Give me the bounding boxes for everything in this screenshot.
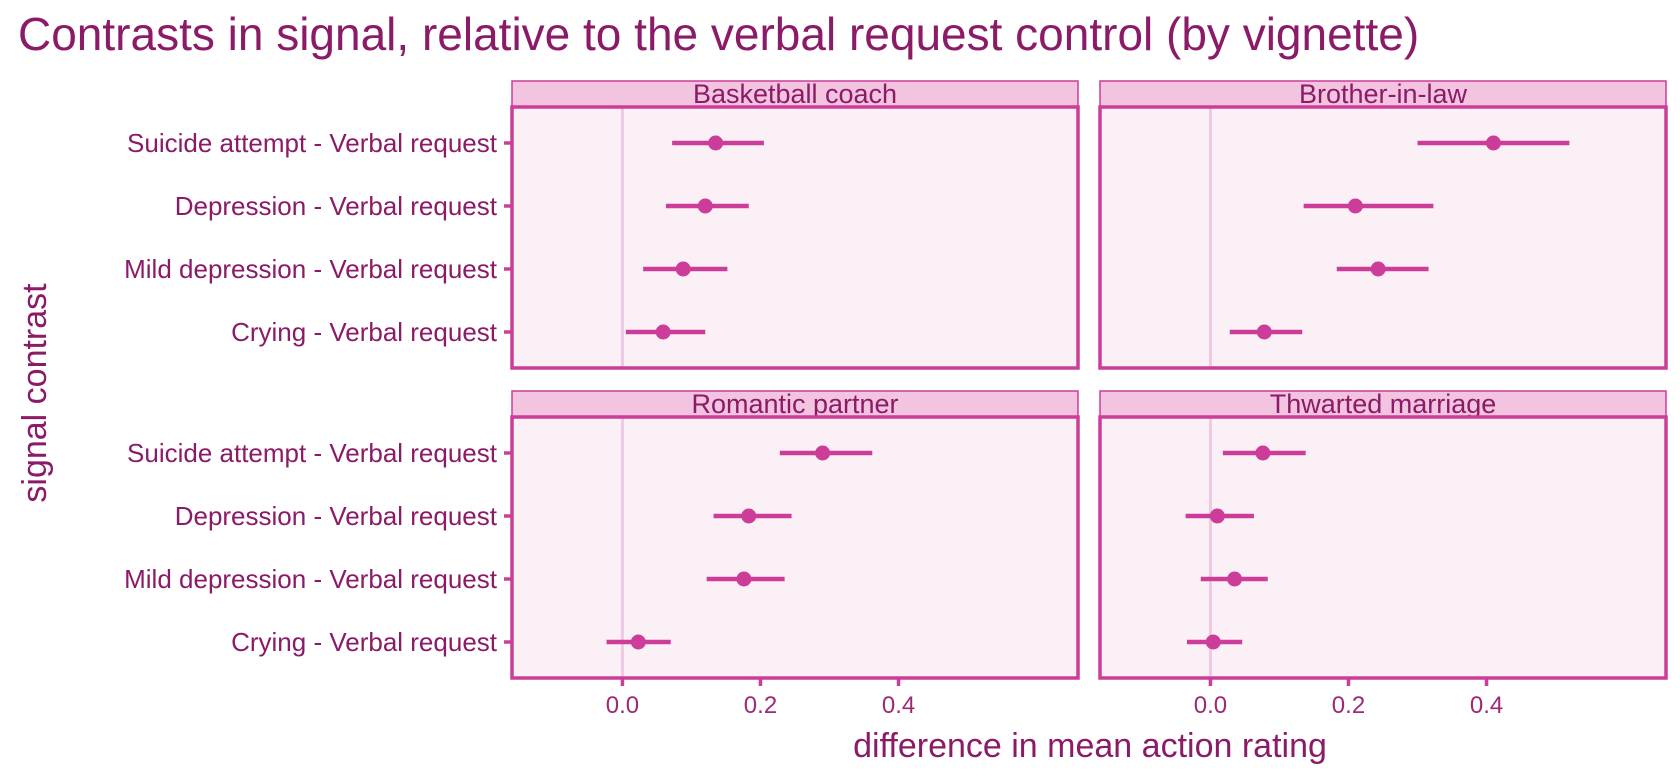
x-tick-label: 0.4 [1470, 692, 1503, 719]
estimate-point [1227, 571, 1243, 587]
estimate-point [1347, 198, 1363, 214]
estimate-point [815, 445, 831, 461]
panel-background [512, 107, 1078, 368]
panel-background [1100, 417, 1666, 678]
x-tick-label: 0.2 [1332, 692, 1365, 719]
category-axes: Suicide attempt - Verbal request Depressi… [124, 128, 511, 657]
y-tick-label: Depression - Verbal request [175, 501, 498, 531]
facet-strip [511, 390, 1079, 418]
y-tick-label: Crying - Verbal request [231, 627, 498, 657]
y-tick-label: Suicide attempt - Verbal request [127, 438, 498, 468]
estimate-point [708, 135, 724, 151]
panel-border [1098, 415, 1668, 680]
estimate-point [1370, 261, 1386, 277]
estimate-point [736, 571, 752, 587]
chart-title: Contrasts in signal, relative to the ver… [18, 8, 1419, 60]
estimate-point [1256, 324, 1272, 340]
facet-panel: Romantic partner [510, 389, 1080, 680]
panel-border [510, 105, 1080, 370]
facet-strip [1099, 390, 1667, 418]
x-tick-label: 0.0 [606, 692, 639, 719]
facet-panels: Basketball coach Brother-in-law Romantic p… [510, 79, 1668, 680]
panel-background [1100, 107, 1666, 368]
x-tick-label: 0.2 [744, 692, 777, 719]
estimate-point [1209, 508, 1225, 524]
estimate-point [1485, 135, 1501, 151]
y-axis-title: signal contrast [16, 283, 54, 503]
panel-background [512, 417, 1078, 678]
facet-strip-label: Thwarted marriage [1270, 389, 1497, 419]
y-tick-label: Crying - Verbal request [231, 317, 498, 347]
facet-strip-label: Basketball coach [693, 79, 897, 109]
x-tick-label: 0.4 [882, 692, 915, 719]
facet-panel: Brother-in-law [1098, 79, 1668, 370]
estimate-point [630, 634, 646, 650]
facet-strip-label: Romantic partner [691, 389, 898, 419]
y-tick-label: Suicide attempt - Verbal request [127, 128, 498, 158]
x-axes: 0.0 0.2 0.4 0.0 0.2 0.4 [606, 679, 1503, 719]
facet-panel: Basketball coach [510, 79, 1080, 370]
facet-strip [511, 80, 1079, 108]
estimate-point [697, 198, 713, 214]
estimate-point [1255, 445, 1271, 461]
estimate-point [741, 508, 757, 524]
estimate-point [675, 261, 691, 277]
panel-border [1098, 105, 1668, 370]
facet-strip-label: Brother-in-law [1299, 79, 1468, 109]
estimate-point [655, 324, 671, 340]
facet-strip [1099, 80, 1667, 108]
x-tick-label: 0.0 [1194, 692, 1227, 719]
y-tick-label: Depression - Verbal request [175, 191, 498, 221]
x-axis-title: difference in mean action rating [853, 727, 1327, 765]
facet-panel: Thwarted marriage [1098, 389, 1668, 680]
y-tick-label: Mild depression - Verbal request [124, 564, 498, 594]
y-tick-label: Mild depression - Verbal request [124, 254, 498, 284]
estimate-point [1205, 634, 1221, 650]
panel-border [510, 415, 1080, 680]
